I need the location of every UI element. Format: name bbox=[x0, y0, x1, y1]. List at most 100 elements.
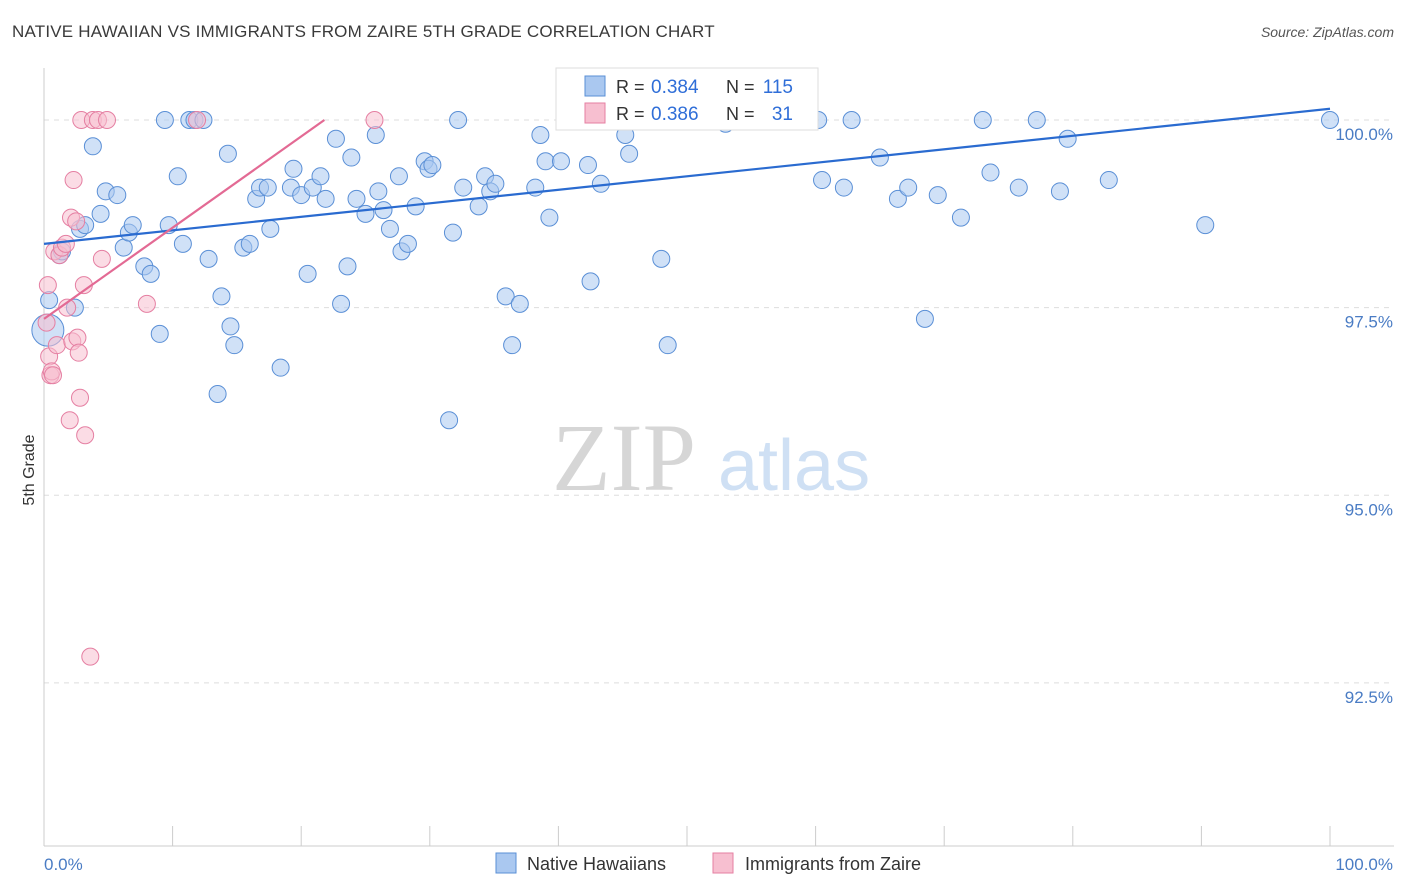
native-hawaiian-point bbox=[1027, 111, 1046, 130]
legend-r-value-2: 0.386 bbox=[651, 104, 699, 125]
native-hawaiian-point bbox=[380, 219, 399, 238]
watermark-atlas: atlas bbox=[718, 426, 870, 506]
native-hawaiian-point bbox=[123, 216, 142, 235]
native-hawaiian-point bbox=[284, 159, 303, 178]
native-hawaiian-point bbox=[531, 126, 550, 145]
series-legend-label-1: Native Hawaiians bbox=[527, 854, 666, 874]
zaire-immigrant-point bbox=[68, 328, 87, 347]
y-tick-labels: 100.0% 97.5% 95.0% 92.5% bbox=[1335, 125, 1393, 707]
native-hawaiian-point bbox=[469, 197, 488, 216]
native-hawaiian-point bbox=[221, 317, 240, 336]
native-hawaiian-point bbox=[316, 189, 335, 208]
y-tick-label: 95.0% bbox=[1345, 500, 1393, 519]
native-hawaiian-point bbox=[620, 144, 639, 163]
chart-title: NATIVE HAWAIIAN VS IMMIGRANTS FROM ZAIRE… bbox=[12, 22, 715, 41]
native-hawaiian-point bbox=[369, 182, 388, 201]
native-hawaiian-point bbox=[212, 287, 231, 306]
zaire-immigrant-trendline bbox=[43, 119, 325, 320]
native-hawaiian-point bbox=[1099, 171, 1118, 190]
native-hawaiian-point bbox=[338, 257, 357, 276]
y-tick-label: 97.5% bbox=[1345, 313, 1393, 332]
series-legend-label-2: Immigrants from Zaire bbox=[745, 854, 921, 874]
series-legend: Native Hawaiians Immigrants from Zaire bbox=[495, 852, 921, 874]
zaire-immigrant-point bbox=[69, 343, 88, 362]
native-hawaiian-point bbox=[141, 264, 160, 283]
native-hawaiian-point bbox=[173, 234, 192, 253]
legend-n-value-2: 31 bbox=[772, 104, 793, 125]
native-hawaiian-point bbox=[225, 336, 244, 355]
native-hawaiian-point bbox=[951, 208, 970, 227]
zaire-immigrant-point bbox=[37, 313, 56, 332]
zaire-immigrant-point bbox=[60, 411, 79, 430]
native-hawaiian-point bbox=[1196, 216, 1215, 235]
x-tick-label-min: 0.0% bbox=[44, 855, 83, 874]
native-hawaiian-point bbox=[199, 249, 218, 268]
zaire-immigrant-point bbox=[71, 388, 90, 407]
zaire-immigrant-point bbox=[44, 366, 63, 385]
legend-swatch-pink bbox=[584, 102, 606, 124]
zaire-immigrant-point bbox=[56, 234, 75, 253]
native-hawaiian-point bbox=[389, 167, 408, 186]
native-hawaiian-point bbox=[423, 156, 442, 175]
legend-r-label-2: R = bbox=[616, 104, 645, 124]
native-hawaiian-point bbox=[443, 223, 462, 242]
native-hawaiian-point bbox=[155, 111, 174, 130]
native-hawaiian-point bbox=[258, 178, 277, 197]
native-hawaiian-point bbox=[347, 189, 366, 208]
zaire-immigrant-point bbox=[98, 111, 117, 130]
native-hawaiian-point bbox=[551, 152, 570, 171]
native-hawaiian-point bbox=[503, 336, 522, 355]
native-hawaiian-point bbox=[218, 144, 237, 163]
native-hawaiian-point bbox=[652, 249, 671, 268]
points-layer bbox=[31, 111, 1339, 666]
zaire-immigrant-point bbox=[76, 426, 95, 445]
native-hawaiian-point bbox=[981, 163, 1000, 182]
native-hawaiian-point bbox=[540, 208, 559, 227]
legend-n-label-1: N = bbox=[726, 77, 755, 97]
native-hawaiian-point bbox=[271, 358, 290, 377]
native-hawaiian-point bbox=[888, 189, 907, 208]
y-tick-label: 100.0% bbox=[1335, 125, 1393, 144]
native-hawaiian-point bbox=[899, 178, 918, 197]
native-hawaiian-point bbox=[168, 167, 187, 186]
native-hawaiian-point bbox=[536, 152, 555, 171]
series-legend-swatch-pink bbox=[712, 852, 734, 874]
legend-swatch-blue bbox=[584, 75, 606, 97]
native-hawaiian-point bbox=[440, 411, 459, 430]
native-hawaiian-point bbox=[928, 186, 947, 205]
native-hawaiian-point bbox=[240, 234, 259, 253]
y-tick-label: 92.5% bbox=[1345, 688, 1393, 707]
native-hawaiian-point bbox=[91, 204, 110, 223]
native-hawaiian-point bbox=[326, 129, 345, 148]
native-hawaiian-point bbox=[114, 238, 133, 257]
native-hawaiian-point bbox=[1009, 178, 1028, 197]
native-hawaiian-point bbox=[454, 178, 473, 197]
native-hawaiian-point bbox=[366, 126, 385, 145]
x-tick-label-max: 100.0% bbox=[1335, 855, 1393, 874]
legend-n-value-1: 115 bbox=[763, 77, 793, 98]
grid-lines bbox=[44, 119, 1394, 684]
watermark-zip: ZIP bbox=[552, 404, 696, 511]
trend-layer bbox=[43, 107, 1331, 320]
legend-r-value-1: 0.384 bbox=[651, 77, 699, 98]
native-hawaiian-point bbox=[486, 174, 505, 193]
native-hawaiian-point bbox=[510, 294, 529, 313]
zaire-immigrant-point bbox=[188, 111, 207, 130]
native-hawaiian-point bbox=[311, 167, 330, 186]
native-hawaiian-point bbox=[298, 264, 317, 283]
native-hawaiian-point bbox=[973, 111, 992, 130]
legend-r-label-1: R = bbox=[616, 77, 645, 97]
native-hawaiian-point bbox=[1321, 111, 1339, 130]
native-hawaiian-point bbox=[332, 294, 351, 313]
zaire-immigrant-point bbox=[67, 212, 86, 231]
native-hawaiian-point bbox=[40, 291, 59, 310]
native-hawaiian-point bbox=[398, 234, 417, 253]
stats-legend: R = 0.384 N = 115 R = 0.386 N = 31 bbox=[555, 67, 819, 131]
native-hawaiian-point bbox=[834, 178, 853, 197]
zaire-immigrant-point bbox=[81, 647, 100, 666]
zaire-immigrant-point bbox=[365, 111, 384, 130]
zaire-immigrant-point bbox=[47, 336, 66, 355]
native-hawaiian-point bbox=[208, 384, 227, 403]
native-hawaiian-point bbox=[374, 201, 393, 220]
